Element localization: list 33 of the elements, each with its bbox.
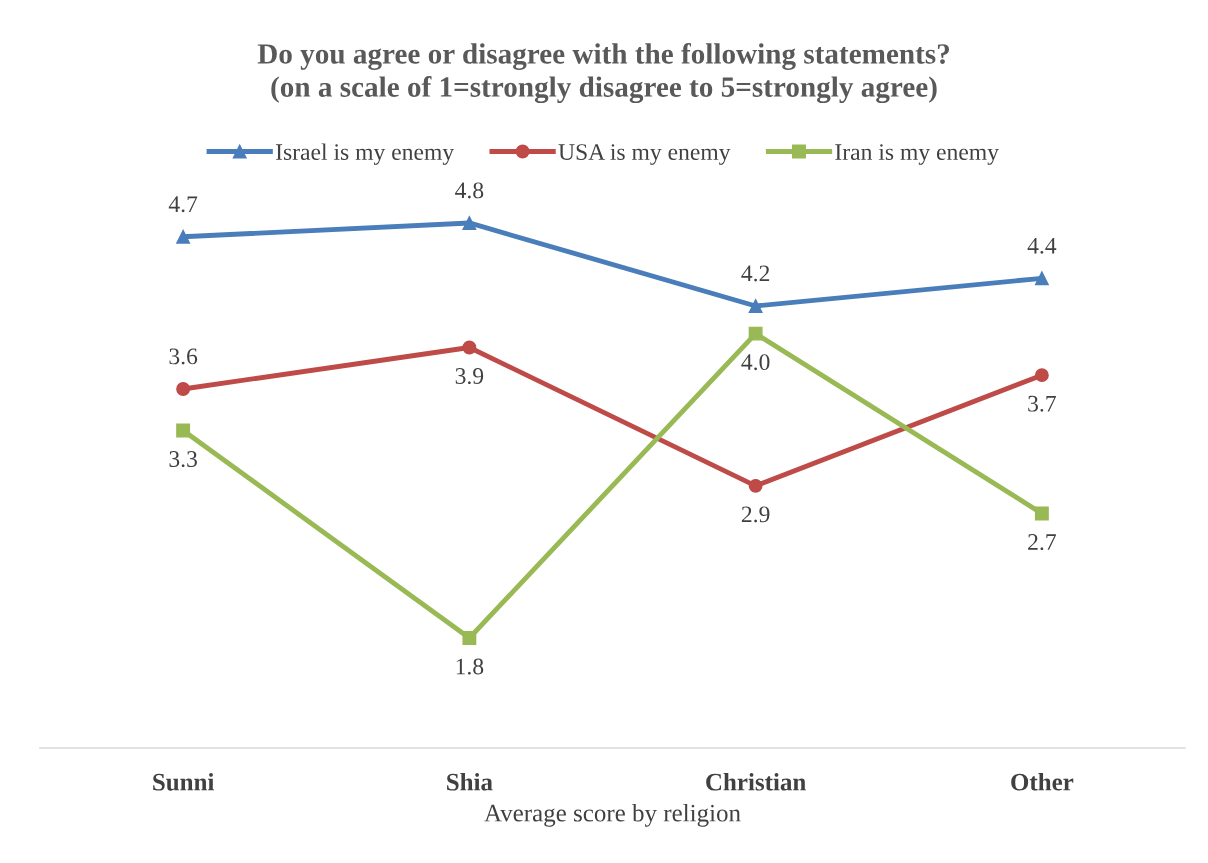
point (462, 631, 477, 645)
legend-label: Iran is my enemy (835, 144, 999, 165)
data-label: 4.2 (741, 265, 770, 282)
chart-title: Do you agree or disagree with the following statements? (on a scale of 1=strongly disagree to 5=strongly agree) (257, 42, 950, 104)
point (1034, 271, 1049, 286)
x-tick-label: Christian (706, 773, 806, 791)
data-label: 1.8 (456, 658, 484, 675)
x-tick-label: Shia (447, 773, 493, 791)
point (748, 299, 763, 313)
data-label: 3.6 (169, 348, 198, 365)
x-tick-label: Sunni (153, 773, 215, 791)
point (748, 326, 763, 341)
point (462, 216, 477, 230)
x-axis-title: Average score by religion (484, 804, 741, 827)
data-label: 4.4 (1027, 237, 1057, 254)
point (748, 478, 763, 493)
point (1034, 506, 1049, 521)
point (176, 229, 191, 244)
data-label: 2.7 (1028, 534, 1056, 551)
data-label: 3.9 (455, 368, 484, 385)
data-label: 3.3 (169, 451, 197, 468)
legend-label: USA is my enemy (558, 144, 731, 165)
data-label: 4.8 (455, 182, 484, 199)
data-label: 4.7 (168, 196, 198, 213)
legend-label: Israel is my enemy (275, 143, 455, 165)
x-tick-label: Other (1011, 773, 1074, 791)
data-label: 4.0 (741, 354, 770, 371)
point (1034, 368, 1049, 383)
data-label: 3.7 (1028, 395, 1056, 412)
point (176, 423, 191, 438)
data-label: 2.9 (741, 506, 770, 523)
point (462, 340, 477, 355)
point (176, 382, 191, 396)
